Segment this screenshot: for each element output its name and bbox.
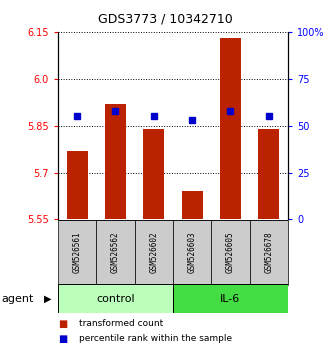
Bar	[211, 220, 250, 285]
Text: GSM526605: GSM526605	[226, 232, 235, 273]
Text: GDS3773 / 10342710: GDS3773 / 10342710	[98, 12, 233, 25]
Bar	[135, 220, 173, 285]
Bar	[58, 284, 173, 313]
Bar	[250, 220, 288, 285]
Text: GSM526678: GSM526678	[264, 232, 273, 273]
Text: agent: agent	[2, 294, 34, 304]
Text: ■: ■	[58, 334, 67, 344]
Bar	[67, 151, 88, 219]
Bar	[182, 191, 203, 219]
Text: control: control	[96, 294, 135, 304]
Bar	[258, 129, 279, 219]
Text: GSM526561: GSM526561	[72, 232, 82, 273]
Text: IL-6: IL-6	[220, 294, 241, 304]
Text: transformed count: transformed count	[79, 319, 164, 329]
Text: GSM526562: GSM526562	[111, 232, 120, 273]
Bar	[220, 38, 241, 219]
Bar	[96, 220, 135, 285]
Text: GSM526603: GSM526603	[188, 232, 197, 273]
Text: GSM526602: GSM526602	[149, 232, 158, 273]
Text: percentile rank within the sample: percentile rank within the sample	[79, 334, 233, 343]
Bar	[143, 129, 164, 219]
Bar	[173, 284, 288, 313]
Bar	[105, 104, 126, 219]
Text: ▶: ▶	[44, 294, 52, 304]
Bar	[58, 220, 96, 285]
Bar	[173, 220, 211, 285]
Text: ■: ■	[58, 319, 67, 329]
